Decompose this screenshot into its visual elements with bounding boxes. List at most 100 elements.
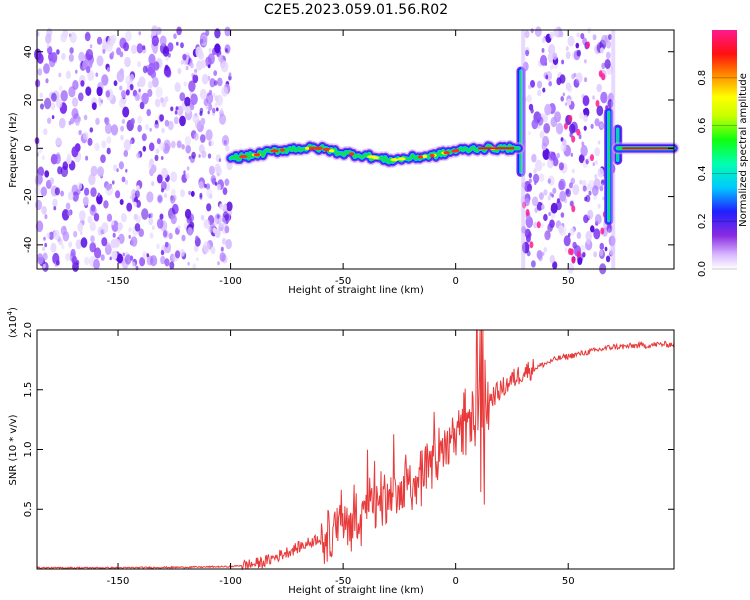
noise-blob: [210, 175, 216, 184]
noise-blob: [568, 182, 573, 189]
noise-blob: [596, 83, 602, 93]
spectrogram-y-ticks: -40 -20 0 20 40: [23, 45, 674, 253]
noise-blob: [78, 129, 82, 136]
noise-blob: [200, 59, 207, 69]
noise-blob: [224, 178, 230, 186]
noise-blob: [129, 74, 135, 82]
noise-blob: [50, 52, 58, 63]
noise-blob: [206, 92, 214, 105]
noise-blob: [176, 140, 182, 149]
noise-blob: [569, 200, 574, 207]
noise-blob: [77, 222, 84, 232]
noise-blob: [123, 139, 132, 151]
noise-blob: [84, 31, 91, 42]
noise-blob: [208, 48, 212, 53]
noise-blob: [187, 261, 190, 266]
noise-blob: [167, 120, 174, 131]
noise-blob: [217, 261, 220, 266]
noise-blob: [136, 43, 143, 54]
noise-hot-blob: [568, 115, 573, 122]
noise-hot-blob: [576, 250, 581, 258]
noise-blob: [44, 242, 48, 248]
noise-blob: [78, 210, 86, 221]
noise-blob: [112, 164, 118, 172]
noise-blob: [98, 97, 102, 103]
noise-blob: [111, 250, 118, 260]
noise-hot-blob: [571, 135, 576, 143]
noise-blob: [193, 244, 199, 252]
noise-blob: [97, 166, 105, 178]
noise-blob: [528, 103, 534, 111]
trace-hotspot: [443, 151, 450, 155]
noise-blob: [151, 35, 159, 47]
noise-blob: [218, 158, 222, 163]
noise-blob: [133, 201, 137, 207]
noise-blob: [60, 32, 67, 43]
noise-blob: [68, 120, 72, 126]
noise-blob: [155, 120, 158, 125]
noise-blob: [549, 31, 554, 39]
noise-blob: [534, 26, 542, 37]
noise-blob: [112, 180, 115, 185]
noise-blob: [35, 199, 42, 211]
noise-blob: [120, 125, 124, 132]
noise-blob: [154, 98, 161, 108]
noise-blob: [80, 237, 88, 248]
noise-blob: [185, 144, 191, 154]
noise-blob: [208, 165, 215, 176]
noise-blob: [194, 71, 197, 76]
noise-blob: [164, 193, 167, 198]
colorbar-tick-label: 0.2: [697, 213, 708, 229]
noise-blob: [60, 90, 68, 102]
noise-blob: [157, 195, 163, 203]
noise-blob: [134, 223, 141, 232]
snr-frame: [36, 329, 675, 570]
noise-blob: [199, 107, 204, 114]
noise-blob: [89, 44, 93, 49]
noise-blob: [552, 187, 557, 194]
noise-blob: [122, 252, 125, 257]
noise-blob: [170, 214, 177, 225]
noise-blob: [111, 220, 115, 226]
noise-blob: [147, 88, 153, 98]
noise-blob: [580, 145, 588, 157]
noise-blob: [159, 213, 164, 220]
noise-blob: [148, 217, 154, 226]
noise-blob: [536, 80, 543, 89]
noise-blob: [93, 212, 100, 222]
noise-blob: [110, 124, 119, 136]
noise-blob: [583, 108, 586, 114]
noise-blob: [182, 53, 187, 61]
noise-blob: [121, 119, 125, 124]
noise-blob: [149, 127, 152, 132]
noise-blob: [599, 242, 605, 250]
noise-blob: [185, 172, 190, 180]
noise-blob: [531, 260, 536, 268]
noise-blob: [548, 212, 551, 216]
noise-blob: [179, 92, 186, 102]
noise-blob: [558, 178, 566, 190]
noise-blob: [134, 196, 138, 203]
noise-blob: [531, 196, 539, 207]
noise-blob: [130, 236, 138, 247]
noise-blob: [89, 204, 97, 216]
noise-blob: [85, 86, 92, 96]
noise-blob: [205, 183, 211, 190]
noise-blob: [568, 232, 571, 237]
noise-blob: [600, 91, 608, 104]
noise-blob: [583, 114, 588, 123]
noise-blob: [80, 231, 83, 236]
noise-blob: [579, 112, 584, 120]
noise-blob: [581, 141, 585, 147]
noise-blob: [601, 62, 606, 69]
noise-blob: [121, 176, 126, 183]
noise-blob: [563, 235, 571, 247]
noise-blob: [205, 105, 209, 110]
noise-blob: [565, 82, 572, 91]
noise-blob: [175, 250, 181, 259]
noise-blob: [125, 89, 130, 96]
noise-blob: [542, 148, 550, 160]
trace-hotspot: [280, 148, 285, 152]
noise-blob: [116, 70, 125, 83]
noise-blob: [552, 52, 558, 60]
